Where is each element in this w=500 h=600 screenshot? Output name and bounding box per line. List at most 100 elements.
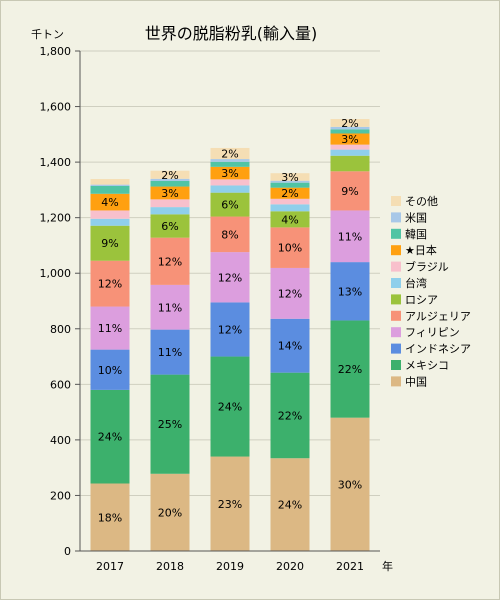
y-tick-label: 1,200 bbox=[40, 212, 72, 225]
bar-stack-2017: 18% 24% 10% 11% 12% 9% 4% bbox=[90, 179, 130, 551]
y-tick-label: 0 bbox=[64, 545, 71, 558]
data-label: 11% bbox=[338, 230, 362, 243]
bar-segment bbox=[330, 210, 370, 263]
legend-item: ブラジル bbox=[391, 260, 449, 274]
bar-segment bbox=[150, 181, 190, 187]
bar-segment bbox=[270, 372, 310, 459]
bar-segment bbox=[150, 186, 190, 200]
y-tick-label: 400 bbox=[50, 434, 71, 447]
data-label: 24% bbox=[218, 401, 242, 414]
legend-label: ブラジル bbox=[405, 260, 449, 274]
data-label: 22% bbox=[278, 409, 302, 422]
bar-segment bbox=[210, 302, 250, 357]
data-label: 22% bbox=[338, 363, 362, 376]
bar-segment bbox=[270, 173, 310, 181]
bar-segment bbox=[150, 214, 190, 238]
y-tick-label: 600 bbox=[50, 378, 71, 391]
legend-item: その他 bbox=[391, 195, 438, 208]
bar-segment bbox=[150, 178, 190, 181]
data-label: 11% bbox=[158, 301, 182, 314]
bar-segment bbox=[90, 306, 130, 350]
y-tick-label: 1,000 bbox=[40, 267, 72, 280]
legend-swatch bbox=[391, 245, 401, 256]
x-axis-ticks: 2017 2018 2019 2020 2021 bbox=[96, 560, 364, 573]
legend-swatch bbox=[391, 360, 401, 370]
data-label: 13% bbox=[338, 285, 362, 298]
bar-segment bbox=[150, 374, 190, 474]
bar-segment bbox=[210, 456, 250, 551]
bar-segment bbox=[150, 237, 190, 285]
data-label: 2% bbox=[341, 117, 358, 130]
data-label: 10% bbox=[98, 364, 122, 377]
data-label: 24% bbox=[98, 431, 122, 444]
bar-stack-2021: 30% 22% 13% 11% 9% 3% 2% bbox=[330, 117, 370, 551]
data-label: 6% bbox=[221, 199, 238, 212]
bar-segment bbox=[90, 210, 130, 219]
legend-item: 中国 bbox=[391, 375, 427, 388]
legend-item: 韓国 bbox=[391, 228, 427, 241]
bar-segment bbox=[270, 211, 310, 228]
legend-swatch bbox=[391, 327, 401, 338]
data-label: 12% bbox=[278, 287, 302, 300]
bar-segment bbox=[90, 349, 130, 390]
data-label: 9% bbox=[341, 185, 358, 198]
bar-segment bbox=[270, 227, 310, 268]
data-label: 25% bbox=[158, 418, 182, 431]
bar-segment bbox=[330, 126, 370, 130]
bar-segment bbox=[330, 149, 370, 156]
legend-label: ロシア bbox=[405, 293, 438, 306]
x-axis-unit-label: 年 bbox=[382, 559, 393, 573]
bar-segment bbox=[210, 216, 250, 253]
x-tick-label: 2018 bbox=[156, 560, 184, 573]
data-label: 12% bbox=[98, 278, 122, 291]
bar-segment bbox=[210, 185, 250, 193]
bar-segment bbox=[210, 166, 250, 180]
bars: 18% 24% 10% 11% 12% 9% 4% 20% 25% 11% 11% 12% 6% 3% 2%… bbox=[90, 117, 370, 551]
data-label: 11% bbox=[98, 322, 122, 335]
data-label: 23% bbox=[218, 498, 242, 511]
data-label: 14% bbox=[278, 340, 302, 353]
bar-segment bbox=[150, 284, 190, 330]
y-tick-label: 1,600 bbox=[40, 101, 72, 114]
data-label: 12% bbox=[158, 255, 182, 268]
data-label: 24% bbox=[278, 499, 302, 512]
bar-segment bbox=[270, 182, 310, 188]
legend-item: メキシコ bbox=[391, 359, 449, 372]
bar-segment bbox=[210, 192, 250, 217]
legend-label: インドネシア bbox=[405, 343, 471, 356]
bar-segment bbox=[150, 329, 190, 375]
legend-swatch bbox=[391, 343, 401, 354]
bar-segment bbox=[90, 260, 130, 307]
bar-segment bbox=[270, 180, 310, 183]
bar-segment bbox=[330, 129, 370, 134]
bar-segment bbox=[210, 147, 250, 160]
bar-segment bbox=[270, 204, 310, 212]
bar-segment bbox=[270, 198, 310, 205]
legend-item: ロシア bbox=[391, 293, 438, 306]
legend-swatch bbox=[391, 376, 401, 387]
bar-segment bbox=[330, 171, 370, 211]
bar-segment bbox=[330, 155, 370, 172]
y-tick-label: 200 bbox=[50, 489, 71, 502]
y-tick-label: 800 bbox=[50, 323, 71, 336]
data-label: 3% bbox=[281, 171, 298, 184]
y-tick-label: 1,400 bbox=[40, 156, 72, 169]
data-label: 9% bbox=[101, 237, 118, 250]
bar-stack-2018: 20% 25% 11% 11% 12% 6% 3% 2% bbox=[150, 169, 190, 551]
bar-segment bbox=[90, 389, 130, 484]
bar-segment bbox=[330, 417, 370, 551]
legend-swatch bbox=[391, 196, 401, 206]
bar-segment bbox=[150, 207, 190, 215]
y-axis-ticks: 0 200 400 600 800 1,000 1,200 1,400 1,600 1,800 bbox=[40, 45, 80, 558]
legend-label: フィリピン bbox=[405, 326, 460, 339]
data-label: 3% bbox=[161, 187, 178, 200]
legend-label: メキシコ bbox=[405, 359, 449, 372]
bar-segment bbox=[330, 262, 370, 321]
bar-stack-2020: 24% 22% 14% 12% 10% 4% 2% 3% bbox=[270, 171, 310, 551]
data-label: 4% bbox=[281, 213, 298, 226]
legend-label: 米国 bbox=[405, 211, 427, 224]
legend-swatch bbox=[391, 310, 401, 321]
x-tick-label: 2020 bbox=[276, 560, 304, 573]
bar-segment bbox=[330, 133, 370, 145]
legend-swatch bbox=[391, 294, 401, 305]
